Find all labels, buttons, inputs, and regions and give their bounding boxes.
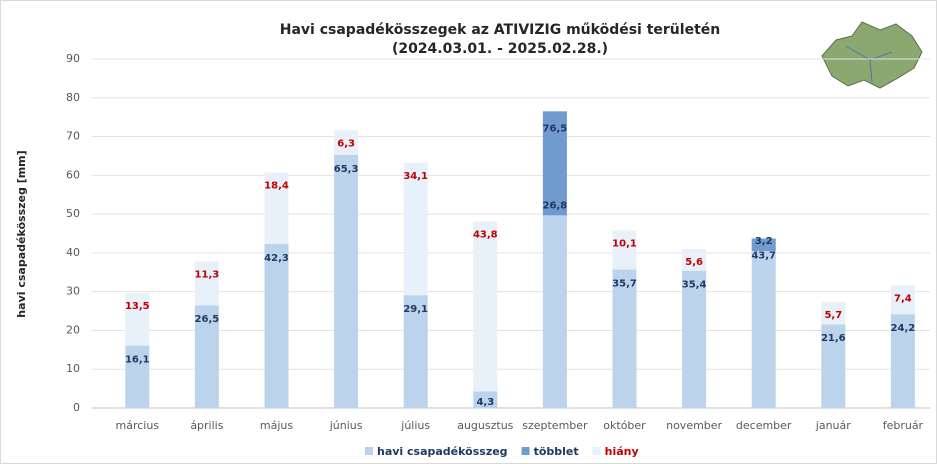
value-label: 11,3 <box>195 269 220 280</box>
y-tick-label: 90 <box>66 52 80 65</box>
chart-subtitle: (2024.03.01. - 2025.02.28.) <box>392 41 608 57</box>
value-label: 5,7 <box>824 310 842 321</box>
x-tick-label: június <box>329 419 363 432</box>
x-tick-label: szeptember <box>522 419 588 432</box>
value-label: 3,2 <box>755 236 773 247</box>
y-tick-label: 30 <box>66 285 80 298</box>
bar-precipitation <box>265 244 289 408</box>
chart-title: Havi csapadékösszegek az ATIVIZIG működé… <box>280 22 720 38</box>
value-label: 43,8 <box>473 229 498 240</box>
y-tick-label: 80 <box>66 91 80 104</box>
y-tick-label: 50 <box>66 207 80 220</box>
x-tick-label: október <box>603 419 646 432</box>
x-tick-label: január <box>815 419 851 432</box>
x-tick-label: augusztus <box>457 419 513 432</box>
x-tick-label: március <box>116 419 160 432</box>
legend-swatch <box>522 447 530 455</box>
value-label: 42,3 <box>264 253 289 264</box>
x-tick-label: július <box>400 419 430 432</box>
value-label: 76,5 <box>543 123 568 134</box>
y-tick-label: 40 <box>66 246 80 259</box>
value-label: 4,3 <box>476 397 494 408</box>
y-tick-label: 0 <box>73 401 80 414</box>
value-label: 29,1 <box>403 304 428 315</box>
value-label: 7,4 <box>894 293 912 304</box>
value-label: 5,6 <box>685 257 703 268</box>
x-tick-label: április <box>190 419 223 432</box>
bar-precipitation <box>334 155 358 408</box>
y-axis-label: havi csapadékösszeg [mm] <box>15 150 28 317</box>
value-label: 18,4 <box>264 181 289 192</box>
value-label: 35,4 <box>682 280 707 291</box>
value-label: 43,7 <box>751 251 776 262</box>
value-label: 16,1 <box>125 355 150 366</box>
x-tick-label: február <box>883 419 924 432</box>
bar-precipitation <box>752 239 776 408</box>
value-label: 35,7 <box>612 279 637 290</box>
bar-deficit <box>613 230 637 269</box>
y-tick-label: 20 <box>66 323 80 336</box>
bar-deficit <box>473 221 497 391</box>
legend-label: többlet <box>534 445 579 458</box>
legend-swatch <box>365 447 373 455</box>
y-tick-label: 10 <box>66 362 80 375</box>
legend-swatch <box>593 447 601 455</box>
bar-precipitation <box>682 271 706 408</box>
value-label: 26,5 <box>195 314 220 325</box>
x-tick-label: december <box>736 419 792 432</box>
x-tick-label: november <box>666 419 722 432</box>
chart: Havi csapadékösszegek az ATIVIZIG működé… <box>0 0 937 464</box>
bar-deficit <box>195 261 219 305</box>
value-label: 10,1 <box>612 238 637 249</box>
value-label: 34,1 <box>403 171 428 182</box>
value-label: 65,3 <box>334 164 359 175</box>
bar-deficit <box>404 163 428 295</box>
x-tick-label: május <box>260 419 293 432</box>
value-label: 24,2 <box>891 323 916 334</box>
value-label: 6,3 <box>337 138 355 149</box>
value-label: 13,5 <box>125 301 150 312</box>
legend-label: hiány <box>605 445 639 458</box>
legend-label: havi csapadékösszeg <box>377 445 508 458</box>
value-label: 21,6 <box>821 333 846 344</box>
y-tick-label: 70 <box>66 130 80 143</box>
y-tick-label: 60 <box>66 168 80 181</box>
value-label: 26,8 <box>543 200 568 211</box>
bar-precipitation <box>613 270 637 408</box>
